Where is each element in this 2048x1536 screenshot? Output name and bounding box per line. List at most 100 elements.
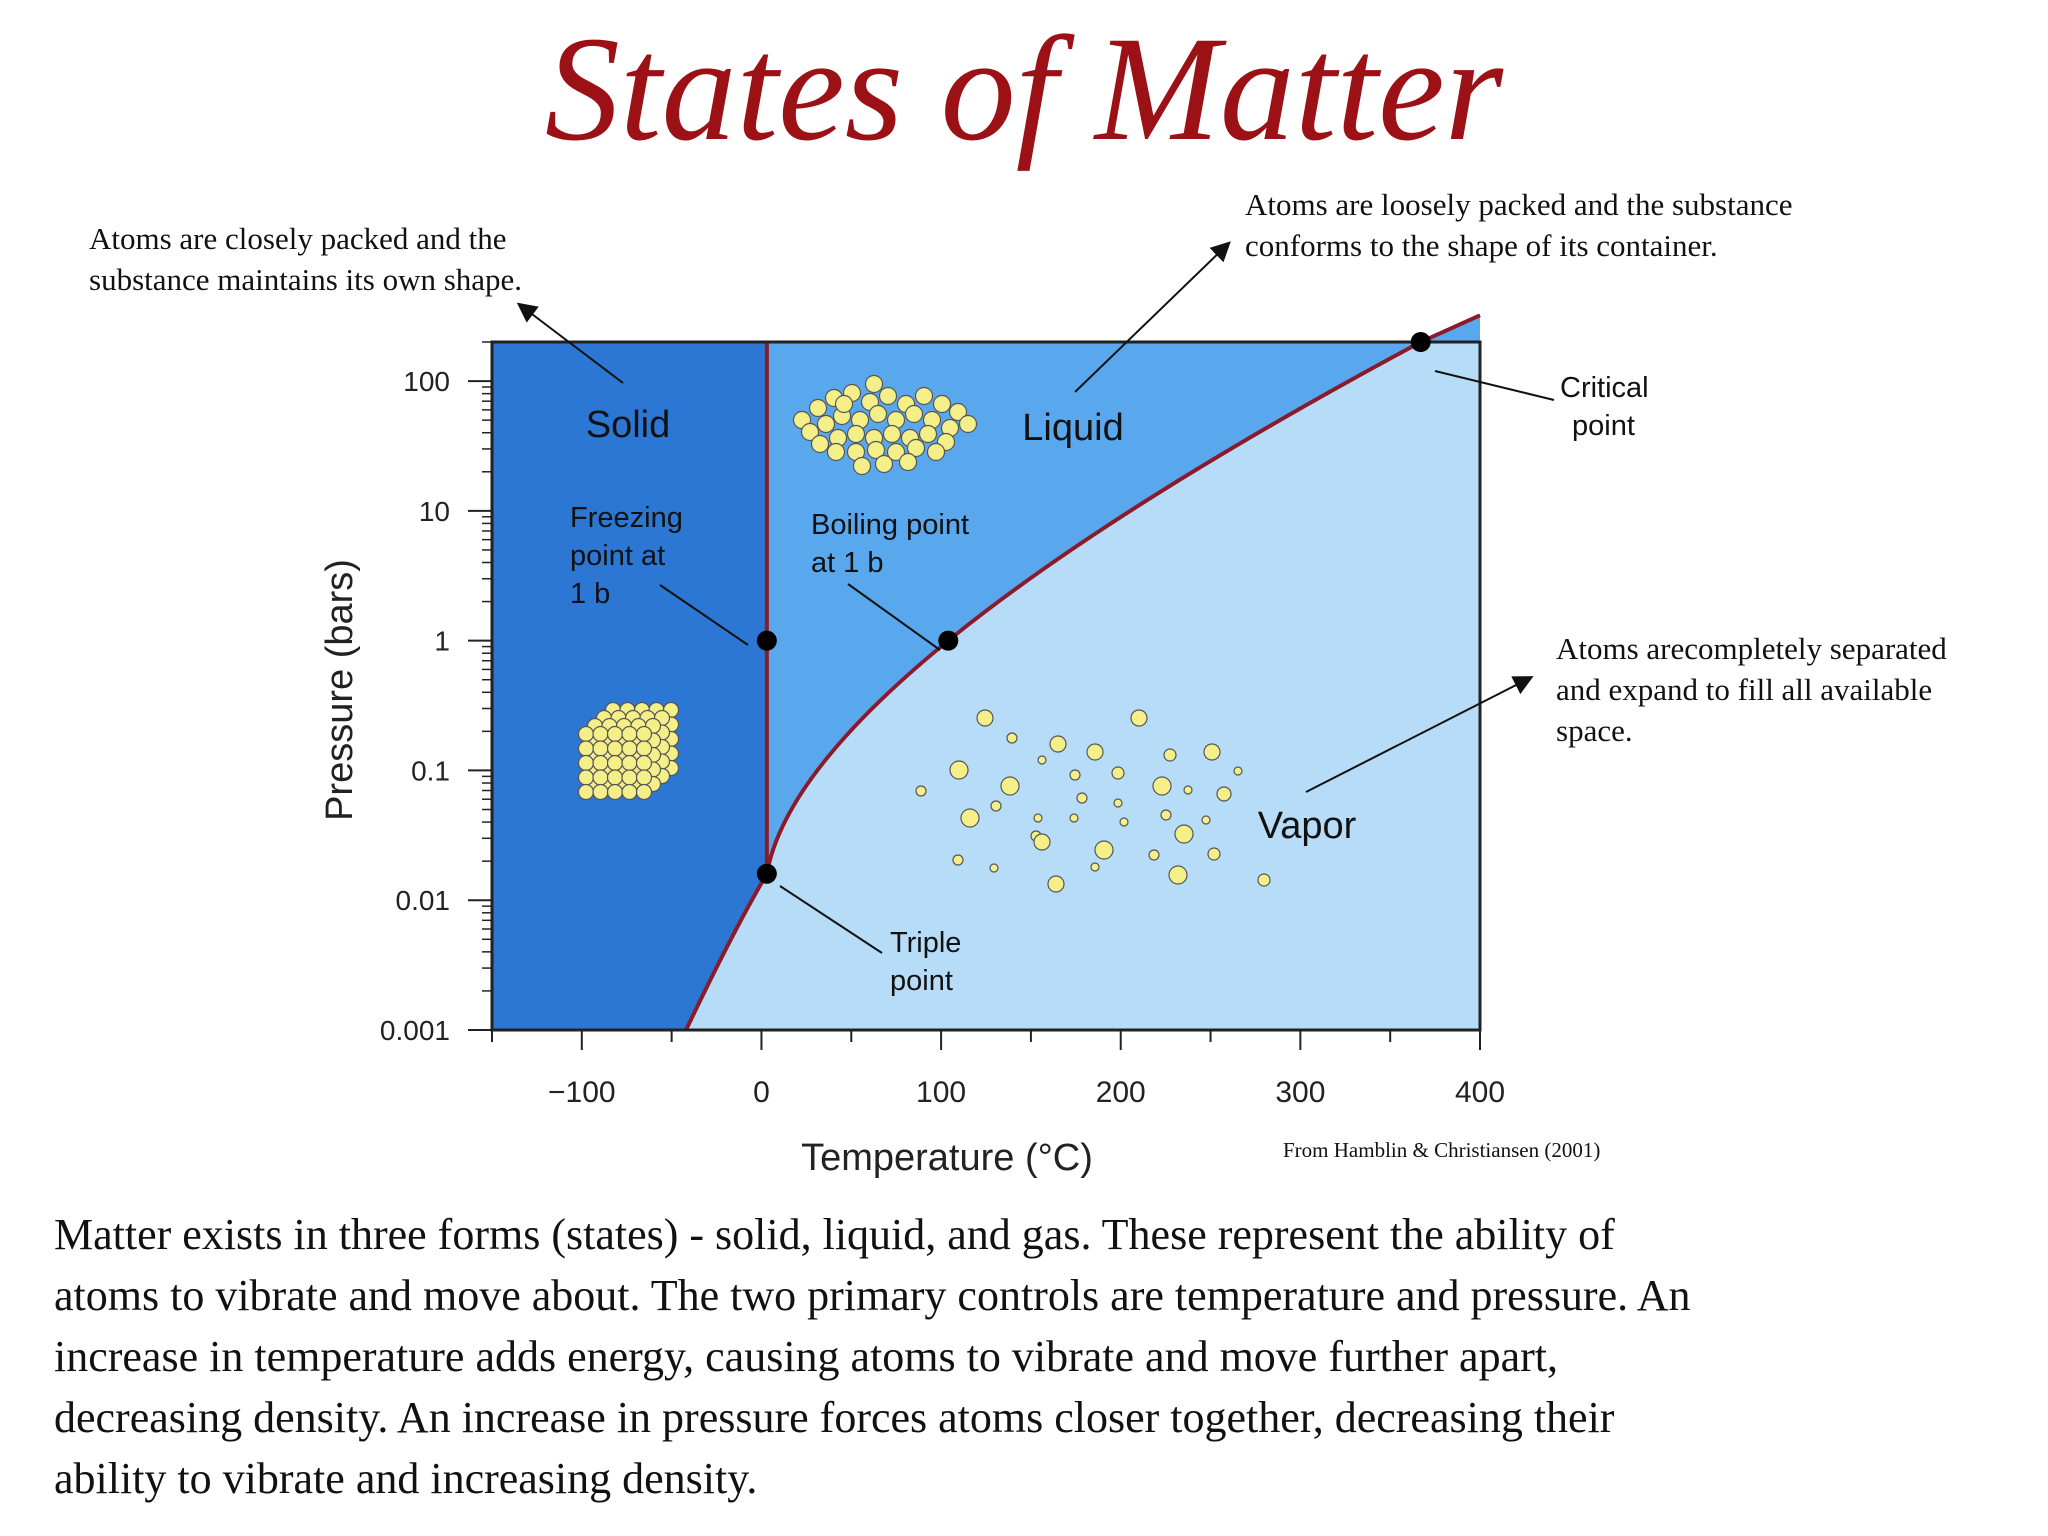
vapor-atom — [1152, 776, 1172, 796]
liquid-atom — [918, 424, 938, 444]
vapor-atom — [960, 808, 980, 828]
vapor-atom — [1113, 798, 1123, 808]
svg-text:at 1 b: at 1 b — [811, 547, 884, 579]
vapor-atom — [1049, 735, 1067, 753]
vapor-atom — [1086, 743, 1104, 761]
solid-atom — [606, 754, 624, 772]
y-tick-label: 10 — [419, 496, 450, 527]
body-paragraph: Matter exists in three forms (states) - … — [54, 1210, 1691, 1503]
solid-atom — [621, 783, 638, 801]
sublimation-curve — [684, 872, 769, 1031]
liquid-atom — [898, 452, 918, 472]
vapor-atom — [1037, 755, 1047, 765]
solid-atom — [592, 725, 609, 743]
svg-text:Triple: Triple — [890, 927, 961, 959]
liquid-atom — [826, 442, 846, 462]
liquid-atom — [886, 442, 906, 462]
vaporization-curve — [764, 313, 1481, 875]
solid-note: Atoms are closely packed and the substan… — [89, 221, 523, 297]
vapor-atom — [1076, 792, 1088, 804]
vapor-atom — [1094, 840, 1114, 860]
y-axis-label: Pressure (bars) — [319, 559, 361, 821]
solid-atom — [635, 725, 653, 743]
solid-atom — [621, 754, 638, 772]
liquid-atom — [878, 386, 898, 406]
liquid-atom — [874, 454, 894, 474]
freezing-point-leader — [659, 584, 749, 646]
solid-atom — [577, 725, 595, 743]
vapor-atom — [949, 760, 969, 780]
vapor-atom — [989, 863, 999, 873]
liquid-atom — [808, 398, 828, 418]
solid-note-arrow — [516, 302, 624, 384]
svg-text:1 b: 1 b — [570, 578, 610, 610]
solid-atom — [621, 725, 638, 743]
vapor-atom — [1168, 865, 1188, 885]
x-axis-label: Temperature (°C) — [801, 1137, 1093, 1179]
key-point-marker — [756, 630, 777, 651]
svg-text:Freezing: Freezing — [570, 502, 683, 534]
liquid-atom — [816, 414, 836, 434]
vapor-atom — [1033, 833, 1051, 851]
vapor-atom — [1183, 785, 1193, 795]
key-point-marker — [756, 863, 777, 884]
vapor-atom — [1047, 875, 1065, 893]
liquid-atom — [864, 374, 884, 394]
vapor-atom — [1090, 862, 1100, 872]
vapor-atom — [1000, 776, 1020, 796]
liquid-atom — [958, 414, 978, 434]
liquid-note-arrow — [1074, 241, 1231, 393]
x-tick-label: 300 — [1275, 1076, 1325, 1109]
vapor-atom — [1216, 786, 1232, 802]
vapor-atom — [1119, 817, 1129, 827]
vapor-atom — [1203, 743, 1221, 761]
solid-region — [492, 342, 767, 1030]
solid-atoms-cluster — [577, 701, 680, 801]
liquid-atom — [914, 386, 934, 406]
solid-label: Solid — [586, 404, 671, 446]
vapor-atom — [1130, 709, 1148, 727]
source-credit: From Hamblin & Christiansen (2001) — [1283, 1138, 1601, 1162]
vapor-atom — [1233, 766, 1243, 776]
key-point-marker — [1410, 332, 1431, 352]
y-tick-label: 0.01 — [396, 885, 451, 916]
liquid-atoms-cluster — [792, 374, 978, 476]
liquid-atom — [932, 394, 952, 414]
axis-ticks: −100 0 100 200 300 400 100 10 1 0.1 0.01 0.001 — [380, 341, 1505, 1109]
solid-atom — [577, 740, 595, 757]
liquid-atom — [810, 434, 830, 454]
vapor-note: Atoms arecompletely separated and expand… — [1556, 631, 1947, 748]
vapor-atoms-scatter — [915, 709, 1271, 893]
solid-atom — [592, 769, 609, 786]
liquid-atom — [834, 394, 854, 414]
liquid-atom — [906, 438, 926, 458]
vapor-label: Vapor — [1258, 805, 1357, 847]
solid-atom — [606, 740, 624, 757]
critical-point-label: Critical point — [1560, 372, 1649, 442]
x-tick-label: 100 — [916, 1076, 966, 1109]
liquid-atom — [868, 404, 888, 424]
boiling-point-label: Boiling point at 1 b — [811, 509, 969, 579]
key-point-marker — [938, 630, 959, 651]
liquid-label: Liquid — [1022, 407, 1123, 449]
vapor-atom — [915, 785, 927, 797]
vapor-atom — [1201, 815, 1211, 825]
x-tick-label: 200 — [1096, 1076, 1146, 1109]
vapor-atom — [990, 800, 1002, 812]
liquid-atom — [852, 456, 872, 476]
vapor-atom — [1207, 847, 1221, 861]
triple-point-leader — [779, 885, 883, 954]
solid-atom — [592, 783, 609, 801]
vapor-atom — [1069, 769, 1081, 781]
solid-atom — [577, 783, 595, 801]
solid-atom — [606, 783, 624, 801]
liquid-atom — [846, 424, 866, 444]
x-tick-label: 400 — [1455, 1076, 1505, 1109]
liquid-atom — [882, 424, 902, 444]
page-title: States of Matter — [544, 6, 1504, 172]
x-tick-label: −100 — [548, 1076, 616, 1109]
y-tick-label: 1 — [434, 626, 450, 657]
liquid-atom — [800, 422, 820, 442]
liquid-note: Atoms are loosely packed and the substan… — [1245, 187, 1793, 263]
solid-atom — [635, 740, 653, 757]
